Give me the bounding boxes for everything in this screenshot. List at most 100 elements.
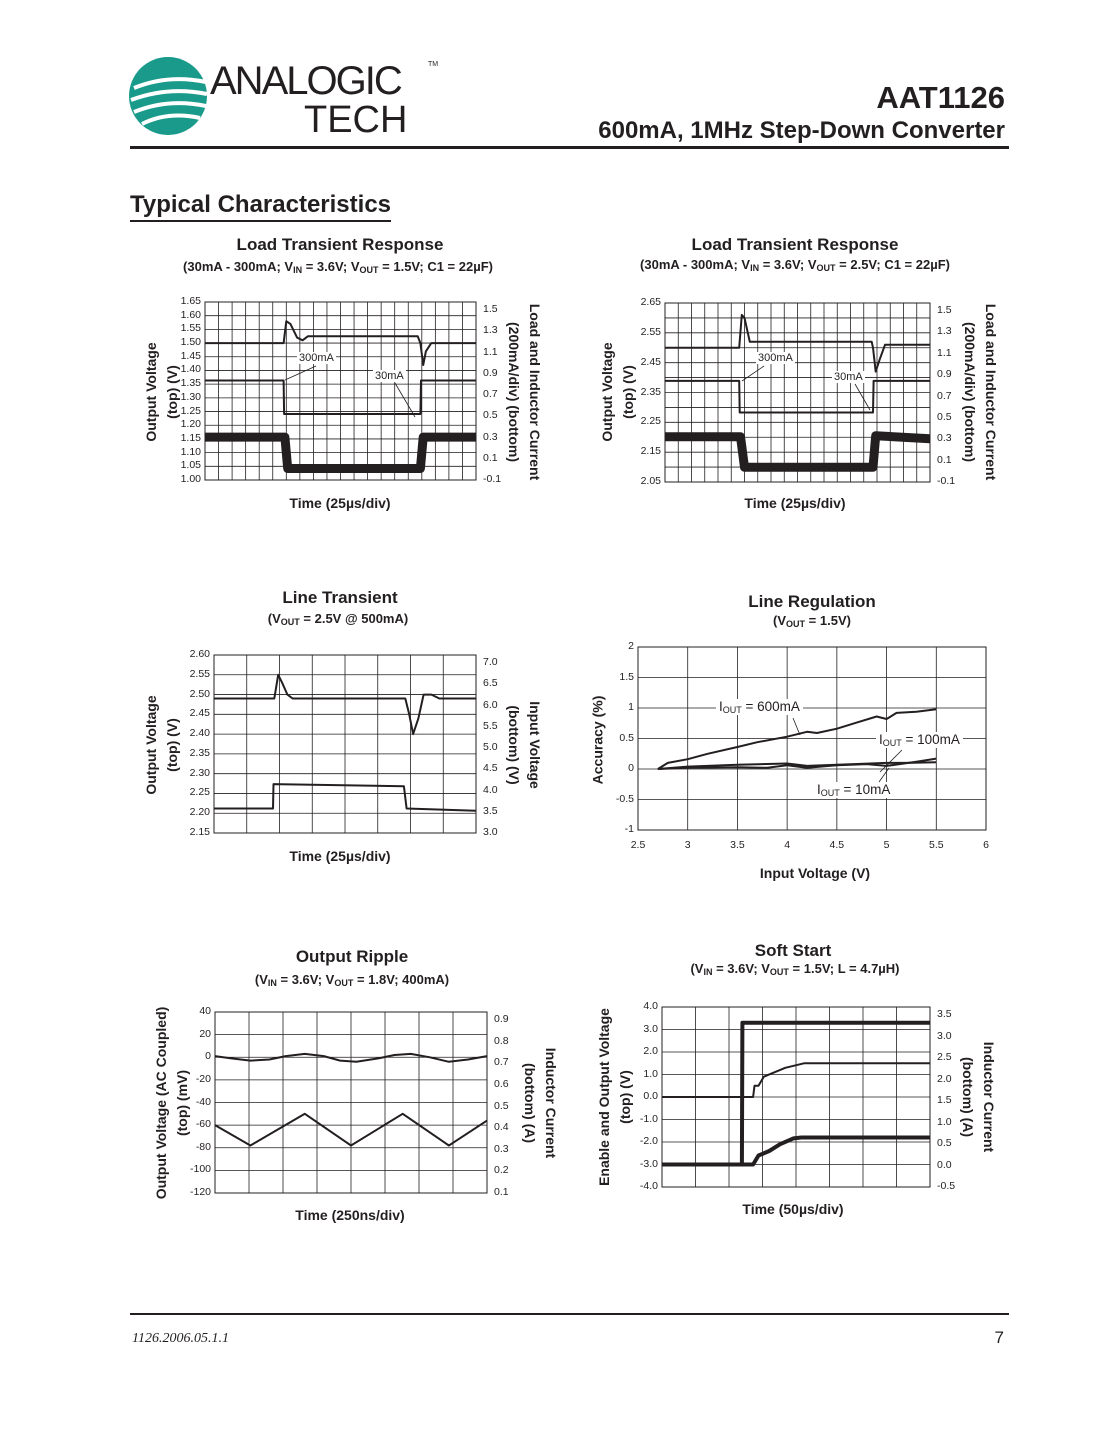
y-tick-label-right: 4.5	[483, 762, 498, 775]
y-tick-label: 1	[628, 701, 634, 713]
y-tick-label: 2.25	[640, 415, 661, 428]
y-tick-label: 4.0	[643, 1000, 658, 1012]
y-tick-label: 2.55	[640, 325, 661, 338]
y-axis-label-right: Inductor Current (bottom) (A)	[522, 1047, 559, 1159]
y-tick-label-right: 0.6	[494, 1077, 509, 1090]
x-tick-label: 2.5	[630, 839, 646, 851]
x-tick-label: 5.5	[928, 839, 944, 851]
chart-title: Line Transient	[282, 588, 398, 607]
x-axis-label: Input Voltage (V)	[759, 865, 871, 881]
chart-subtitle: (30mA - 300mA; VIN = 3.6V; VOUT = 1.5V; …	[183, 259, 493, 275]
y-axis-label: Output Voltage (top) (V)	[143, 695, 180, 795]
y-tick-label: -20	[195, 1072, 211, 1085]
chart-subtitle: (VIN = 3.6V; VOUT = 1.8V; 400mA)	[254, 972, 450, 988]
y-tick-label-right: 6.0	[483, 698, 498, 711]
chart-subtitle: (VOUT = 2.5V @ 500mA)	[267, 611, 409, 627]
y-tick-label-right: 1.3	[483, 324, 498, 337]
y-tick-label: 1.5	[619, 670, 634, 683]
y-tick-label: 1.30	[180, 390, 201, 403]
x-tick-label: 6	[983, 839, 989, 851]
y-tick-label: 2.35	[189, 746, 210, 759]
annotation-label: 30mA	[832, 371, 865, 383]
series-trace-1	[657, 708, 937, 770]
y-tick-label: 1.45	[180, 349, 201, 362]
part-number: AAT1126	[876, 80, 1005, 115]
svg-text:TM: TM	[428, 61, 438, 68]
y-tick-label-right: 7.0	[483, 656, 498, 668]
chart-title: Load Transient Response	[691, 235, 899, 254]
y-tick-label: -120	[189, 1186, 211, 1198]
series-trace-3	[665, 431, 931, 472]
y-tick-label: 3.0	[643, 1022, 658, 1035]
series-trace-2	[214, 1112, 488, 1147]
annotation-label: IOUT = 100mA	[876, 732, 963, 748]
y-tick-label: 1.35	[180, 377, 201, 390]
plot-area	[213, 654, 477, 834]
y-tick-label: 2.50	[189, 687, 210, 700]
y-tick-label-right: 0.1	[494, 1186, 509, 1198]
y-tick-label: 0	[205, 1050, 211, 1063]
y-tick-label-right: 3.5	[937, 1008, 952, 1020]
plot-frame	[213, 654, 477, 834]
y-tick-label-right: 5.0	[483, 741, 498, 753]
y-axis-label: Output Voltage (top) (V)	[143, 342, 180, 442]
plot-area	[204, 301, 477, 481]
y-tick-label: 2.35	[640, 385, 661, 398]
x-tick-label: 3	[684, 839, 691, 851]
y-axis-label-right: Load and Inductor Current (200mA/div) (bo…	[506, 303, 543, 481]
y-tick-label: 1.05	[180, 459, 201, 472]
y-tick-label: -40	[195, 1095, 211, 1108]
y-tick-label: -1	[624, 823, 634, 835]
x-axis-label: Time (250ns/div)	[295, 1207, 405, 1223]
y-axis-label-right: Load and Inductor Current (200mA/div) (bo…	[962, 303, 999, 481]
annotation-label: 300mA	[297, 352, 336, 364]
x-axis-label: Time (25µs/div)	[744, 495, 846, 511]
y-tick-label: -1.0	[639, 1112, 658, 1125]
y-tick-label: 2.15	[640, 445, 661, 458]
chart-subtitle: (30mA - 300mA; VIN = 3.6V; VOUT = 2.5V; …	[640, 257, 950, 273]
plot-frame	[664, 302, 931, 483]
plot-area	[214, 1011, 488, 1194]
y-tick-label: 1.15	[180, 431, 201, 444]
y-tick-label: 1.65	[180, 295, 201, 307]
x-axis-label: Time (50µs/div)	[742, 1201, 844, 1217]
y-tick-label: 2	[628, 640, 634, 652]
plot-frame	[214, 1011, 488, 1194]
y-tick-label-right: 0.7	[483, 388, 498, 400]
y-tick-label-right: -0.1	[937, 475, 956, 487]
y-tick-label-right: 1.0	[937, 1115, 952, 1128]
y-tick-label-right: 0.1	[483, 451, 498, 464]
x-tick-label: 4.5	[829, 839, 845, 851]
y-tick-label-right: 0.9	[937, 368, 952, 381]
x-tick-label: 5	[883, 839, 890, 851]
chart-title: Soft Start	[754, 941, 832, 960]
page-number: 7	[994, 1328, 1004, 1347]
y-tick-label-right: 0.5	[937, 410, 952, 423]
y-tick-label-right: 0.0	[937, 1158, 952, 1171]
y-tick-label-right: 1.5	[937, 304, 952, 316]
series-trace-2	[205, 379, 476, 415]
y-tick-label-right: 0.3	[483, 430, 498, 443]
y-tick-label-right: 3.0	[483, 826, 498, 838]
y-tick-label-right: 3.0	[937, 1029, 952, 1042]
y-tick-label-right: 0.7	[494, 1056, 509, 1069]
chart-subtitle: (VIN = 3.6V; VOUT = 1.5V; L = 4.7µH)	[690, 961, 900, 977]
y-tick-label-right: 0.5	[483, 409, 498, 422]
y-tick-label: -4.0	[639, 1180, 658, 1192]
y-tick-label-right: 4.0	[483, 783, 498, 796]
y-tick-label-right: 0.7	[937, 389, 952, 402]
section-title: Typical Characteristics	[130, 191, 392, 222]
y-tick-label: 0.0	[643, 1090, 658, 1102]
y-tick-label-right: 2.5	[937, 1051, 952, 1063]
plot-area	[664, 302, 931, 483]
y-axis-label-right: Input Voltage (bottom) (V)	[506, 701, 543, 789]
series-trace-2	[214, 783, 477, 812]
y-tick-label-right: 0.9	[494, 1013, 509, 1025]
y-tick-label: -60	[195, 1118, 211, 1131]
y-tick-label: 1.60	[180, 308, 201, 321]
chart-subtitle: (VOUT = 1.5V)	[773, 613, 851, 629]
y-tick-label-right: 1.1	[483, 345, 498, 358]
x-tick-label: 3.5	[730, 839, 745, 851]
annotation-label: 30mA	[373, 370, 406, 382]
y-tick-label: 1.0	[643, 1067, 658, 1080]
